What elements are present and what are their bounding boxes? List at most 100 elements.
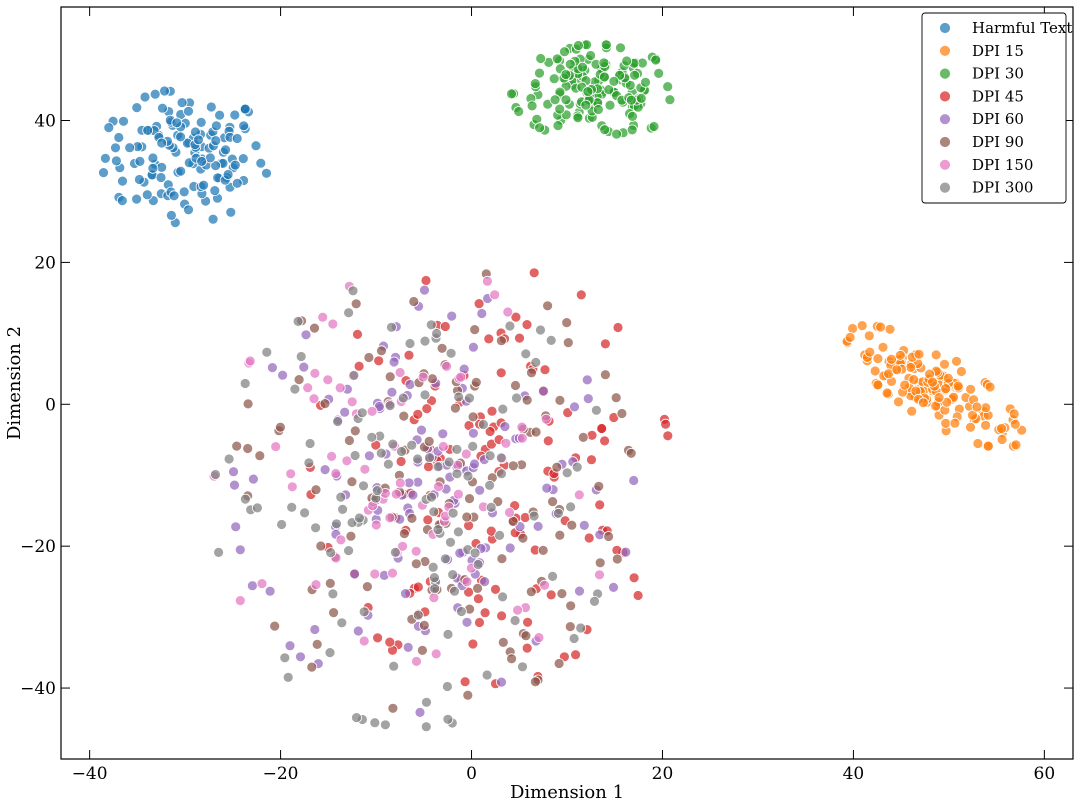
scatter-point-dpi-300: [223, 453, 235, 465]
scatter-point-dpi-45: [486, 405, 498, 417]
scatter-point-dpi-90: [616, 408, 628, 419]
scatter-point-dpi-300: [494, 530, 506, 541]
scatter-point-dpi-90: [231, 440, 243, 452]
scatter-point-dpi-30: [598, 57, 610, 69]
scatter-point-dpi-300: [568, 633, 580, 644]
scatter-point-dpi-90: [406, 513, 418, 524]
scatter-point-dpi-300: [276, 519, 288, 530]
legend-label: Harmful Text: [972, 19, 1072, 37]
scatter-point-dpi-300: [289, 383, 301, 395]
scatter-point-dpi-45: [353, 360, 365, 372]
scatter-point-dpi-30: [573, 40, 584, 51]
scatter-point-dpi-45: [490, 584, 501, 595]
scatter-point-dpi-90: [603, 531, 614, 542]
scatter-point-dpi-30: [554, 103, 566, 115]
scatter-point-dpi-90: [520, 630, 532, 642]
scatter-point-dpi-300: [428, 572, 440, 583]
scatter-point-dpi-300: [517, 661, 528, 673]
scatter-point-dpi-300: [421, 696, 432, 708]
scatter-point-dpi-45: [485, 525, 497, 537]
scatter-point-dpi-90: [387, 702, 399, 714]
legend-marker: [939, 67, 951, 80]
scatter-point-dpi-300: [504, 320, 516, 332]
scatter-point-dpi-90: [269, 620, 281, 632]
scatter-point-dpi-45: [660, 418, 671, 430]
scatter-point-dpi-300: [239, 378, 251, 389]
scatter-point-dpi-60: [467, 427, 479, 439]
scatter-point-dpi-300: [349, 450, 361, 461]
scatter-point-dpi-300: [467, 440, 479, 452]
scatter-point-dpi-45: [459, 676, 471, 688]
scatter-point-harmful-text: [229, 109, 241, 121]
scatter-point-dpi-90: [611, 553, 623, 565]
scatter-point-dpi-150: [441, 360, 453, 372]
scatter-point-dpi-150: [430, 648, 442, 660]
y-tick-label: 0: [45, 395, 56, 415]
scatter-point-dpi-300: [571, 461, 583, 473]
scatter-point-harmful-text: [220, 144, 232, 156]
scatter-point-dpi-30: [650, 54, 662, 66]
scatter-point-harmful-text: [149, 88, 161, 100]
scatter-point-dpi-150: [516, 421, 528, 433]
scatter-point-dpi-300: [453, 391, 465, 403]
scatter-point-dpi-150: [410, 545, 422, 557]
scatter-point-dpi-300: [325, 547, 337, 558]
scatter-point-dpi-60: [363, 450, 375, 462]
scatter-point-dpi-300: [348, 369, 360, 381]
scatter-point-dpi-30: [506, 88, 517, 100]
scatter-point-dpi-15: [939, 358, 950, 370]
scatter-point-harmful-text: [156, 137, 168, 149]
scatter-point-dpi-300: [495, 452, 507, 464]
scatter-point-dpi-60: [474, 484, 486, 496]
scatter-point-dpi-300: [347, 285, 359, 297]
scatter-point-dpi-150: [369, 568, 381, 580]
x-tick-label: −40: [72, 764, 108, 784]
scatter-point-dpi-30: [615, 42, 626, 54]
scatter-point-dpi-300: [343, 307, 355, 319]
legend-box: [921, 12, 1067, 204]
scatter-point-dpi-45: [662, 430, 674, 442]
scatter-point-dpi-90: [610, 392, 622, 404]
scatter-point-dpi-90: [315, 540, 327, 552]
scatter-point-dpi-30: [627, 111, 638, 122]
scatter-point-dpi-15: [891, 364, 903, 376]
scatter-point-dpi-15: [872, 353, 884, 365]
scatter-point-dpi-60: [230, 521, 242, 533]
scatter-point-harmful-text: [231, 177, 243, 189]
scatter-point-dpi-60: [402, 642, 414, 653]
scatter-point-dpi-150: [411, 656, 422, 667]
scatter-point-dpi-90: [525, 586, 537, 598]
scatter-point-dpi-30: [534, 122, 545, 134]
scatter-point-dpi-300: [455, 606, 467, 617]
scatter-point-dpi-30: [599, 71, 610, 83]
scatter-point-dpi-30: [534, 67, 545, 79]
scatter-point-dpi-15: [1008, 408, 1020, 420]
scatter-point-dpi-30: [526, 100, 538, 112]
scatter-point-dpi-15: [930, 349, 942, 361]
legend-label: DPI 300: [972, 179, 1033, 197]
scatter-point-harmful-text: [100, 152, 111, 164]
scatter-point-dpi-300: [451, 443, 463, 455]
scatter-point-dpi-60: [388, 356, 400, 368]
legend-marker: [939, 22, 951, 34]
scatter-point-dpi-300: [509, 615, 521, 626]
scatter-point-harmful-text: [237, 153, 249, 165]
scatter-point-harmful-text: [238, 120, 250, 132]
scatter-point-dpi-300: [447, 507, 459, 519]
scatter-point-dpi-45: [521, 319, 533, 331]
scatter-point-dpi-45: [403, 349, 415, 361]
scatter-point-dpi-45: [528, 267, 540, 279]
scatter-point-dpi-90: [472, 583, 484, 594]
scatter-point-dpi-90: [311, 639, 323, 650]
scatter-point-dpi-90: [242, 443, 254, 454]
scatter-point-dpi-90: [467, 411, 479, 423]
scatter-point-dpi-300: [591, 404, 602, 416]
scatter-point-dpi-60: [476, 308, 488, 319]
scatter-point-dpi-90: [343, 435, 355, 446]
scatter-point-dpi-15: [905, 361, 917, 373]
scatter-point-dpi-300: [432, 524, 444, 535]
scatter-point-dpi-30: [580, 99, 592, 111]
scatter-point-dpi-60: [404, 379, 416, 390]
scatter-point-harmful-text: [176, 97, 188, 108]
legend-items: Harmful Text DPI 15 DPI 30 DPI 45 DPI 60 DPI …: [939, 19, 1072, 197]
